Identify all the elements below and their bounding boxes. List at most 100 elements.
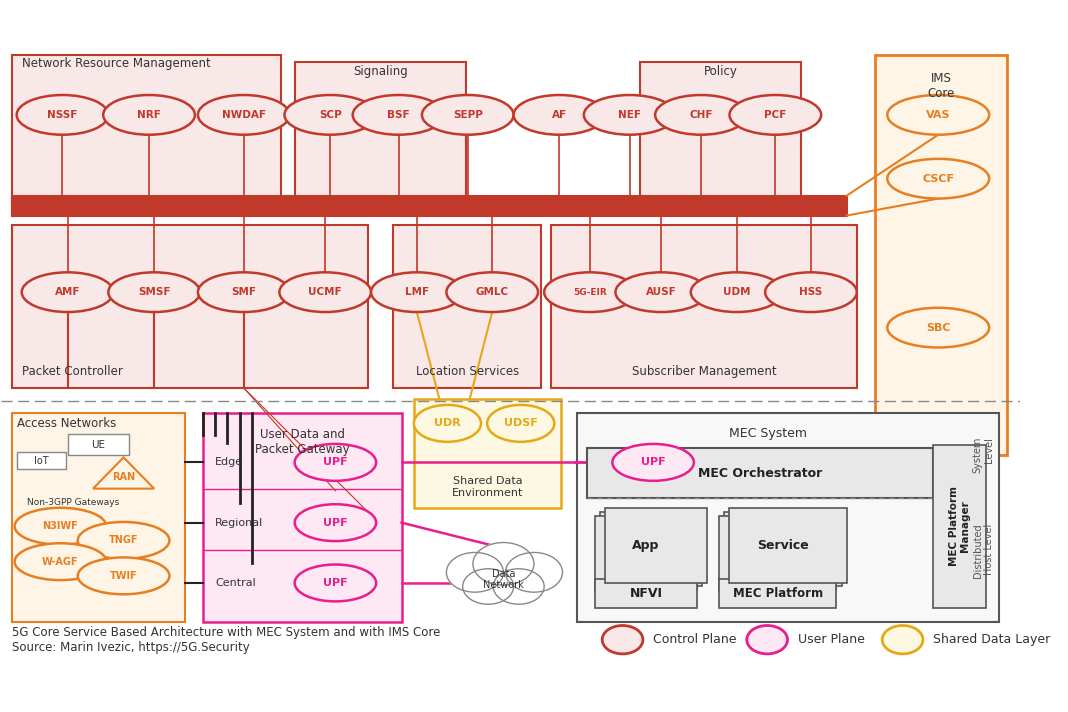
Ellipse shape — [888, 95, 989, 135]
Ellipse shape — [21, 272, 113, 312]
FancyBboxPatch shape — [724, 512, 842, 587]
Ellipse shape — [295, 504, 376, 541]
Text: Data
Network: Data Network — [483, 569, 523, 590]
FancyBboxPatch shape — [12, 225, 368, 388]
Ellipse shape — [422, 95, 514, 135]
Text: SBC: SBC — [926, 323, 951, 333]
FancyBboxPatch shape — [875, 55, 1007, 455]
Text: User Data and
Packet Gateway: User Data and Packet Gateway — [255, 429, 349, 456]
Text: 5G Core Service Based Architecture with MEC System and with IMS Core
Source: Mar: 5G Core Service Based Architecture with … — [12, 626, 440, 654]
Text: NFVI: NFVI — [629, 587, 662, 600]
Text: NSSF: NSSF — [47, 110, 78, 120]
Text: Network Resource Management: Network Resource Management — [21, 58, 210, 70]
Ellipse shape — [655, 95, 747, 135]
Ellipse shape — [602, 626, 643, 654]
Ellipse shape — [78, 522, 170, 559]
Text: RAN: RAN — [112, 471, 136, 481]
Ellipse shape — [765, 272, 857, 312]
FancyBboxPatch shape — [67, 434, 128, 455]
Ellipse shape — [295, 444, 376, 481]
Ellipse shape — [514, 95, 606, 135]
Text: TNGF: TNGF — [109, 535, 139, 545]
Text: UE: UE — [91, 439, 105, 450]
FancyBboxPatch shape — [413, 399, 562, 508]
Circle shape — [446, 553, 503, 592]
Text: IMS
Core: IMS Core — [928, 73, 955, 100]
Ellipse shape — [545, 272, 635, 312]
FancyBboxPatch shape — [295, 63, 466, 204]
Ellipse shape — [584, 95, 676, 135]
Text: UDSF: UDSF — [504, 419, 537, 429]
Text: UDM: UDM — [723, 287, 751, 297]
Text: Policy: Policy — [704, 66, 737, 78]
Circle shape — [493, 569, 545, 604]
Circle shape — [473, 543, 534, 585]
FancyBboxPatch shape — [729, 508, 847, 583]
Text: Central: Central — [216, 578, 256, 588]
Text: UDR: UDR — [434, 419, 460, 429]
Ellipse shape — [78, 557, 170, 595]
Text: Control Plane: Control Plane — [654, 633, 737, 646]
Text: AMF: AMF — [54, 287, 80, 297]
FancyBboxPatch shape — [600, 512, 702, 587]
Ellipse shape — [691, 272, 783, 312]
Text: TWIF: TWIF — [110, 571, 138, 581]
Text: MEC Orchestrator: MEC Orchestrator — [697, 466, 822, 479]
Text: Access Networks: Access Networks — [17, 417, 116, 430]
Text: W-AGF: W-AGF — [43, 557, 79, 567]
Text: MEC System: MEC System — [728, 427, 806, 440]
Text: IoT: IoT — [34, 456, 48, 466]
Text: App: App — [632, 539, 660, 553]
Text: System
Level: System Level — [973, 437, 994, 473]
Text: Signaling: Signaling — [352, 66, 408, 78]
Circle shape — [505, 553, 563, 592]
FancyBboxPatch shape — [577, 413, 1000, 622]
Ellipse shape — [371, 272, 462, 312]
Ellipse shape — [280, 272, 371, 312]
Text: NWDAF: NWDAF — [222, 110, 266, 120]
Text: UPF: UPF — [641, 457, 665, 467]
FancyBboxPatch shape — [933, 445, 986, 608]
Circle shape — [462, 569, 514, 604]
Text: BSF: BSF — [388, 110, 410, 120]
Ellipse shape — [729, 95, 821, 135]
FancyBboxPatch shape — [12, 196, 847, 216]
Text: MEC Platform
Manager: MEC Platform Manager — [948, 486, 971, 566]
Text: Shared Data
Environment: Shared Data Environment — [452, 476, 523, 498]
Ellipse shape — [295, 565, 376, 602]
Ellipse shape — [612, 444, 694, 481]
FancyBboxPatch shape — [640, 63, 801, 204]
Ellipse shape — [198, 272, 289, 312]
Ellipse shape — [446, 272, 538, 312]
FancyBboxPatch shape — [720, 580, 836, 608]
FancyBboxPatch shape — [587, 448, 933, 498]
Ellipse shape — [17, 95, 108, 135]
Text: Edge: Edge — [216, 457, 244, 467]
Text: LMF: LMF — [405, 287, 429, 297]
Text: Regional: Regional — [216, 518, 264, 528]
Text: AF: AF — [552, 110, 567, 120]
FancyBboxPatch shape — [720, 515, 836, 590]
Text: HSS: HSS — [799, 287, 822, 297]
FancyBboxPatch shape — [595, 515, 697, 590]
FancyBboxPatch shape — [393, 225, 541, 388]
Text: 5G-EIR: 5G-EIR — [574, 288, 607, 297]
FancyBboxPatch shape — [551, 225, 857, 388]
Text: UPF: UPF — [324, 578, 348, 588]
Text: SMF: SMF — [232, 287, 256, 297]
Text: SCP: SCP — [319, 110, 342, 120]
Text: Shared Data Layer: Shared Data Layer — [933, 633, 1051, 646]
Text: Non-3GPP Gateways: Non-3GPP Gateways — [27, 498, 120, 507]
Text: NEF: NEF — [618, 110, 641, 120]
Text: Service: Service — [757, 539, 808, 553]
Ellipse shape — [888, 159, 989, 199]
Text: N3IWF: N3IWF — [43, 521, 78, 531]
Text: NRF: NRF — [137, 110, 161, 120]
Ellipse shape — [108, 272, 200, 312]
FancyBboxPatch shape — [17, 451, 65, 469]
Ellipse shape — [15, 508, 107, 545]
Text: PCF: PCF — [764, 110, 786, 120]
Text: UCMF: UCMF — [309, 287, 342, 297]
Text: SEPP: SEPP — [453, 110, 483, 120]
Text: AUSF: AUSF — [646, 287, 677, 297]
